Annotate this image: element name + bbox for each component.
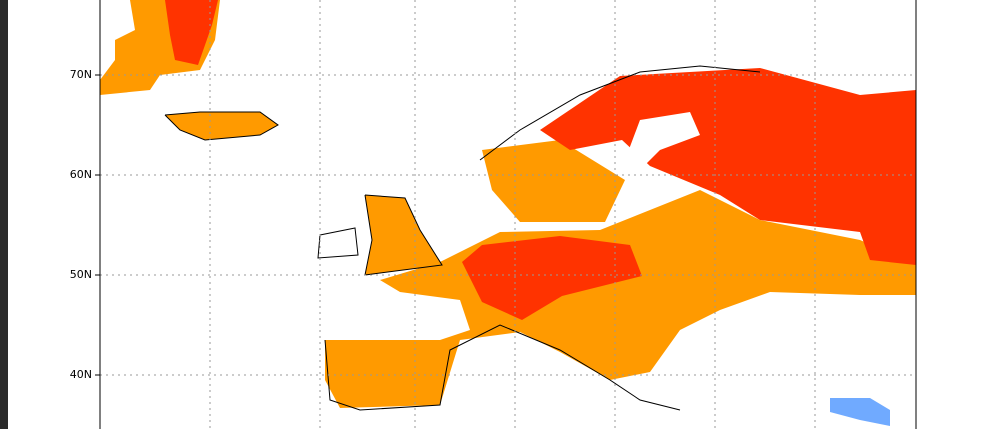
cool-patch <box>830 398 890 426</box>
scandinavia-warm <box>482 140 625 222</box>
greenland-hot <box>165 0 218 65</box>
coastline <box>479 65 761 161</box>
central-hot <box>462 236 642 320</box>
coastline <box>164 111 279 141</box>
coastline <box>324 324 681 411</box>
coastlines <box>164 65 761 411</box>
bothnia-sea <box>625 112 700 165</box>
lat-label: 70N <box>70 68 92 81</box>
north-hot <box>540 68 916 265</box>
coastline <box>364 194 443 276</box>
graticule <box>95 0 916 429</box>
lat-label: 40N <box>70 368 92 381</box>
anomaly-fields <box>100 0 916 426</box>
europe-warm <box>325 190 916 408</box>
left-border <box>0 0 8 429</box>
lat-label: 60N <box>70 168 92 181</box>
lat-label: 50N <box>70 268 92 281</box>
coastline <box>317 227 359 259</box>
uk-warm <box>365 195 442 275</box>
iceland-warm <box>165 112 278 140</box>
